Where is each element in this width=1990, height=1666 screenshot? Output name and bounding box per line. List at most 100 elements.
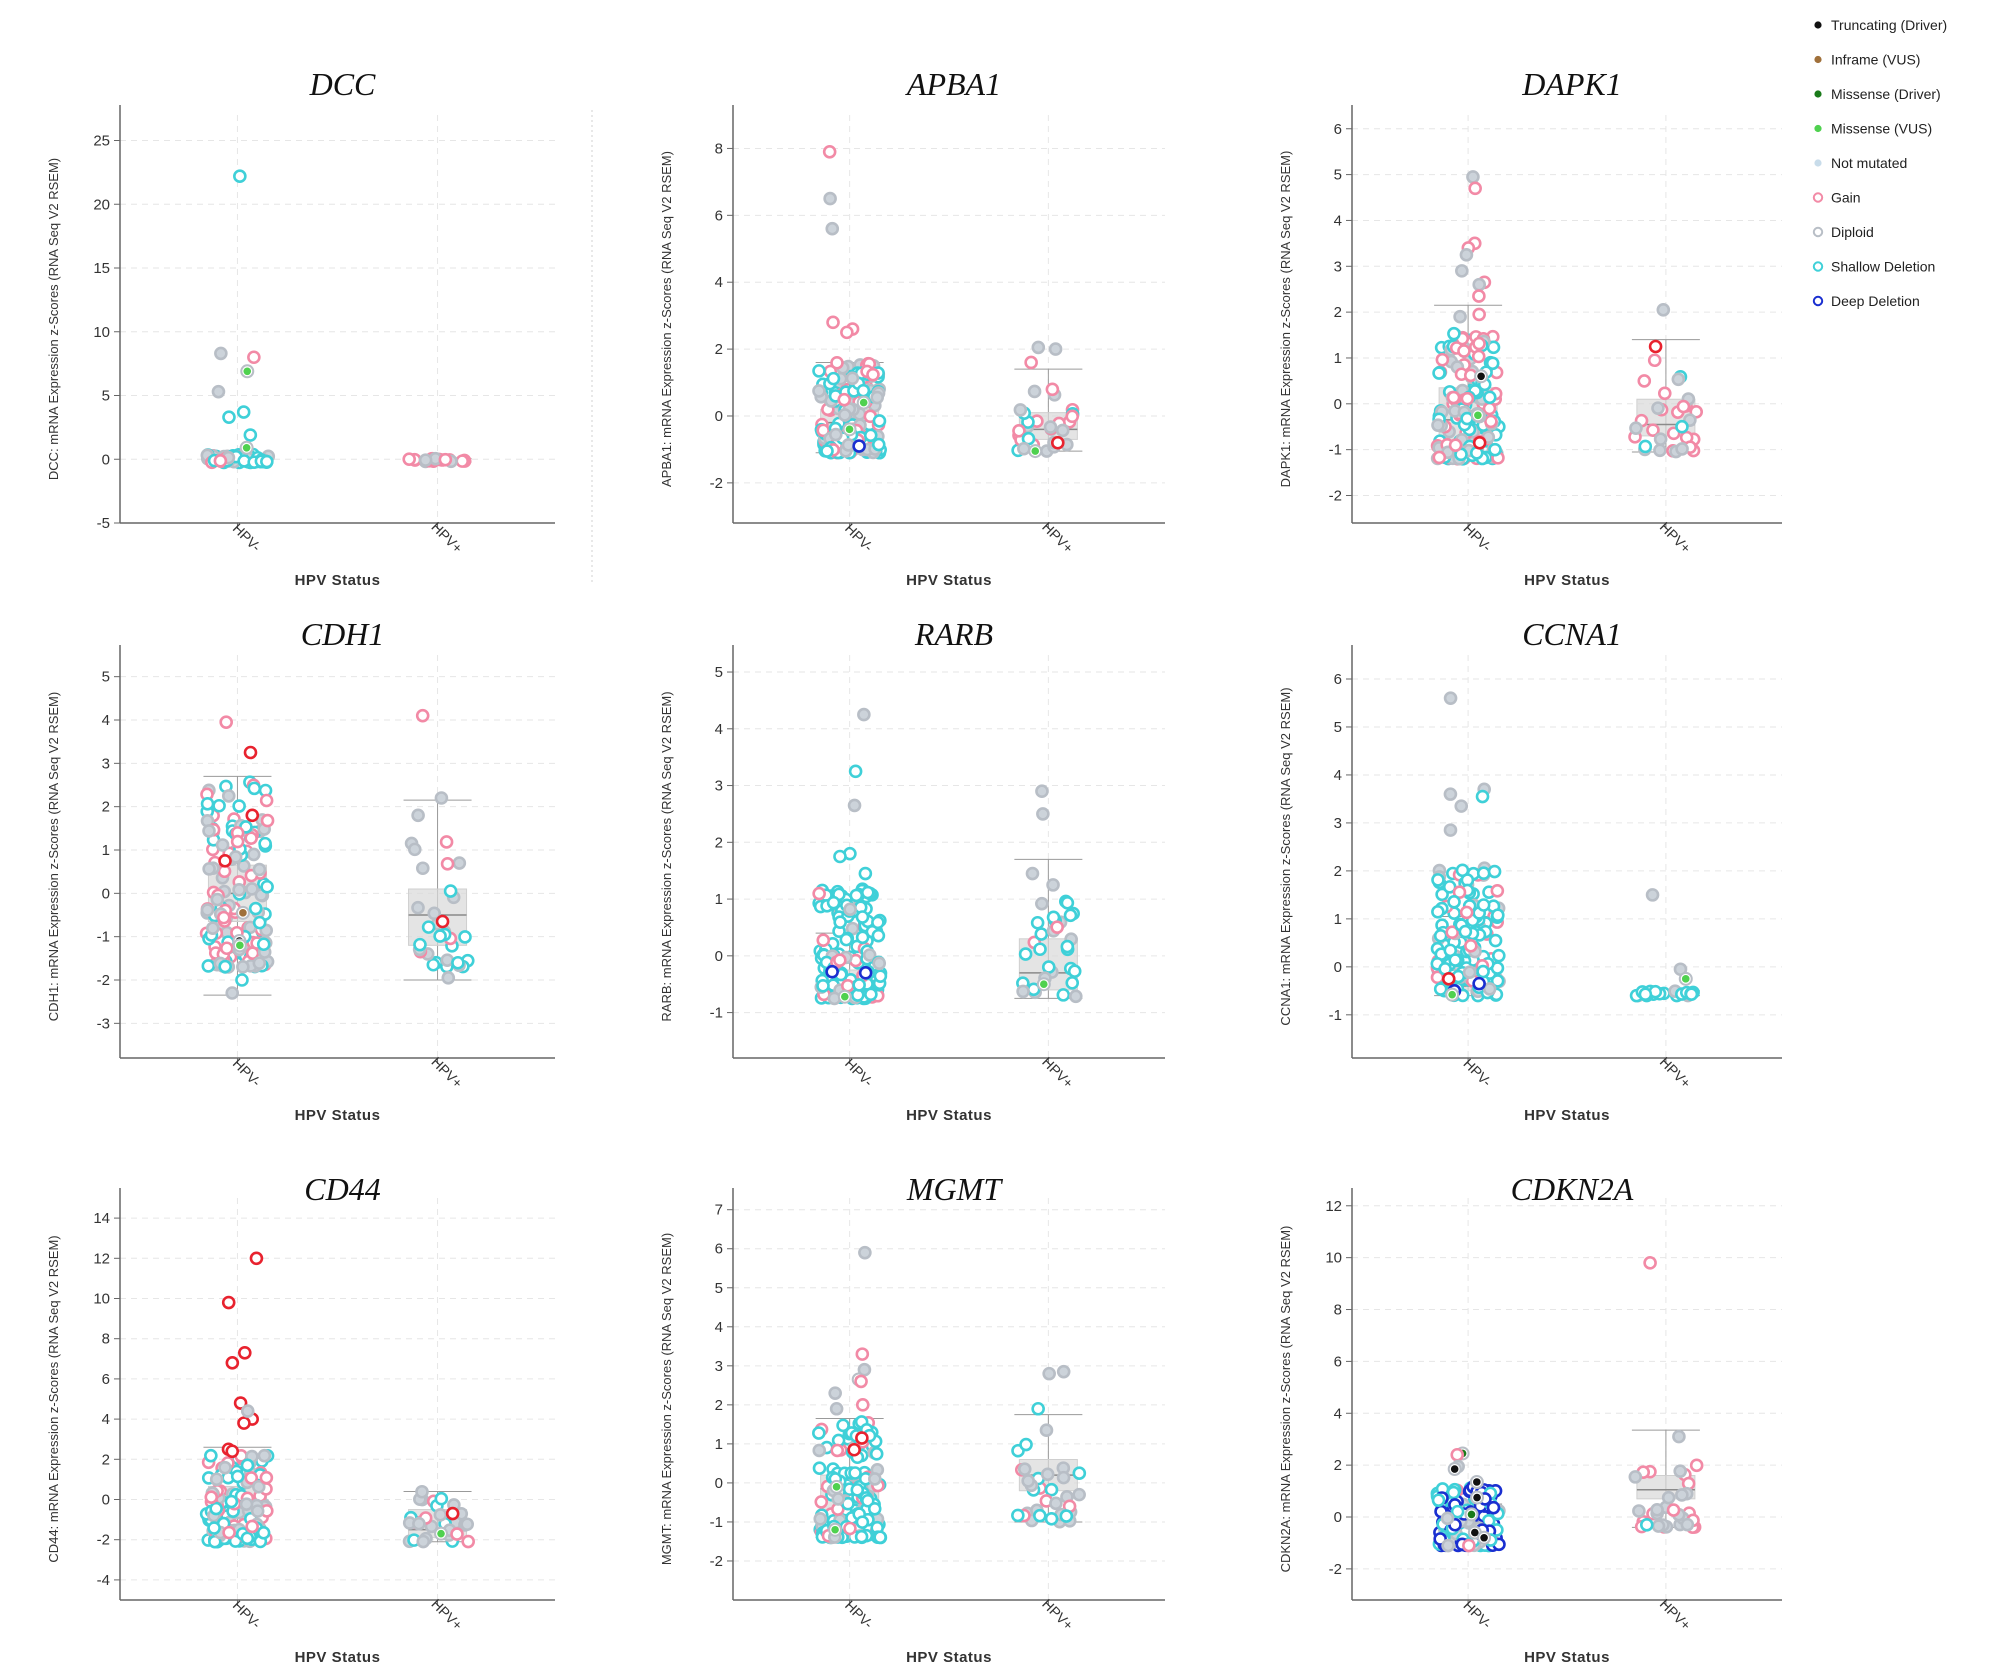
data-point [1056,1364,1071,1379]
y-tick-label: 0 [102,885,110,902]
data-point [1457,344,1471,358]
data-point [1442,880,1457,894]
data-point [1661,1490,1676,1505]
data-point [439,835,454,849]
data-point [1065,409,1080,424]
data-point [858,1245,872,1260]
y-tick-label: 0 [715,1475,723,1492]
data-point [812,1443,827,1458]
legend-item: Truncating (Driver) [1814,17,1947,33]
data-point [1450,1447,1465,1462]
x-axis-label: HPV Status [1524,1649,1610,1666]
y-tick-label: -2 [1329,1561,1342,1578]
chart-title: CDKN2A [1511,1171,1634,1207]
data-point [841,438,856,452]
legend-item: Missense (Driver) [1814,86,1941,102]
data-point [427,906,442,921]
data-point [243,745,258,760]
y-tick-label: 2 [1334,863,1342,880]
data-point [823,191,837,206]
data-point [239,1497,254,1511]
legend-marker [1814,124,1822,133]
data-point [1490,884,1505,898]
data-point [1432,366,1446,380]
data-point [1011,1508,1025,1523]
data-point [240,1531,255,1546]
x-axis-label: HPV Status [295,572,381,589]
data-point [1648,339,1663,354]
data-point [866,367,880,382]
category-label: HPV+ [1657,1596,1694,1633]
data-point [1639,1517,1654,1532]
y-tick-label: 6 [102,1371,110,1388]
y-tick-label: 6 [1334,671,1342,688]
y-tick-label: -2 [97,972,110,989]
data-point [830,1443,845,1458]
data-point [415,1484,429,1499]
data-point [415,861,430,876]
y-tick-label: -1 [710,1005,723,1022]
data-point [1476,898,1491,912]
data-point [1031,1401,1045,1416]
data-point [202,824,216,838]
data-point [837,392,852,407]
data-point [247,781,262,796]
data-point [812,1426,826,1440]
y-tick-label: -1 [1329,442,1342,459]
y-tick-label: 5 [715,1280,723,1297]
data-point-mutation [1477,372,1485,381]
data-point [1072,1487,1086,1502]
y-tick-label: 4 [102,1411,110,1428]
data-point [1675,442,1689,456]
data-point [1488,933,1503,948]
y-tick-label: -4 [97,1572,110,1589]
data-point [829,427,843,442]
legend-label: Missense (Driver) [1831,86,1941,102]
legend-marker [1814,90,1822,98]
data-point [252,956,267,970]
data-point [812,364,826,378]
legend-marker [1812,261,1824,272]
data-point [845,371,860,386]
legend-item: Not mutated [1814,155,1907,171]
data-point [826,371,841,386]
data-point [1040,1467,1055,1482]
legend-label: Missense (VUS) [1831,121,1932,137]
data-point [1455,264,1469,278]
data-point [412,1516,426,1531]
data-point [1472,435,1487,450]
data-point [230,1469,245,1484]
data-point [235,973,249,987]
y-tick-label: 5 [1334,719,1342,736]
data-point [871,437,886,452]
data-point [460,1517,475,1532]
data-point [1072,1466,1087,1480]
data-point [216,910,231,925]
data-point [826,895,841,910]
data-point [1067,964,1082,978]
data-point [416,1534,431,1549]
panel-dapk1: -2 -1 0 1 2 3 4 5 6 HPV- HPV+ HPV Status DAPK1: mRNA… [1278,66,1782,589]
y-tick-label: 1 [1334,911,1342,928]
data-point [244,831,258,845]
legend-label: Deep Deletion [1831,293,1920,309]
data-point [858,966,873,980]
data-point [213,454,228,468]
panel-cd44: -4 -2 0 2 4 6 8 10 12 14 HPV- HPV+ HPV Status CD44: m… [46,1171,555,1666]
chart-title: CDH1 [301,616,385,652]
data-point [1041,960,1056,974]
data-point [237,1416,251,1430]
y-tick-label: 0 [1334,959,1342,976]
data-point [244,1471,259,1485]
category-label: HPV+ [428,1596,465,1633]
data-point [1448,438,1463,452]
data-point [232,799,246,813]
y-axis-label: DAPK1: mRNA Expression z-Scores (RNA Seq… [1278,151,1293,488]
chart-title: MGMT [906,1171,1003,1207]
data-point [200,796,215,811]
data-point [461,1534,475,1549]
data-point-mutation [1473,1493,1481,1502]
y-tick-label: 4 [715,274,723,291]
y-tick-label: -2 [1329,487,1342,504]
data-point [225,1444,240,1459]
